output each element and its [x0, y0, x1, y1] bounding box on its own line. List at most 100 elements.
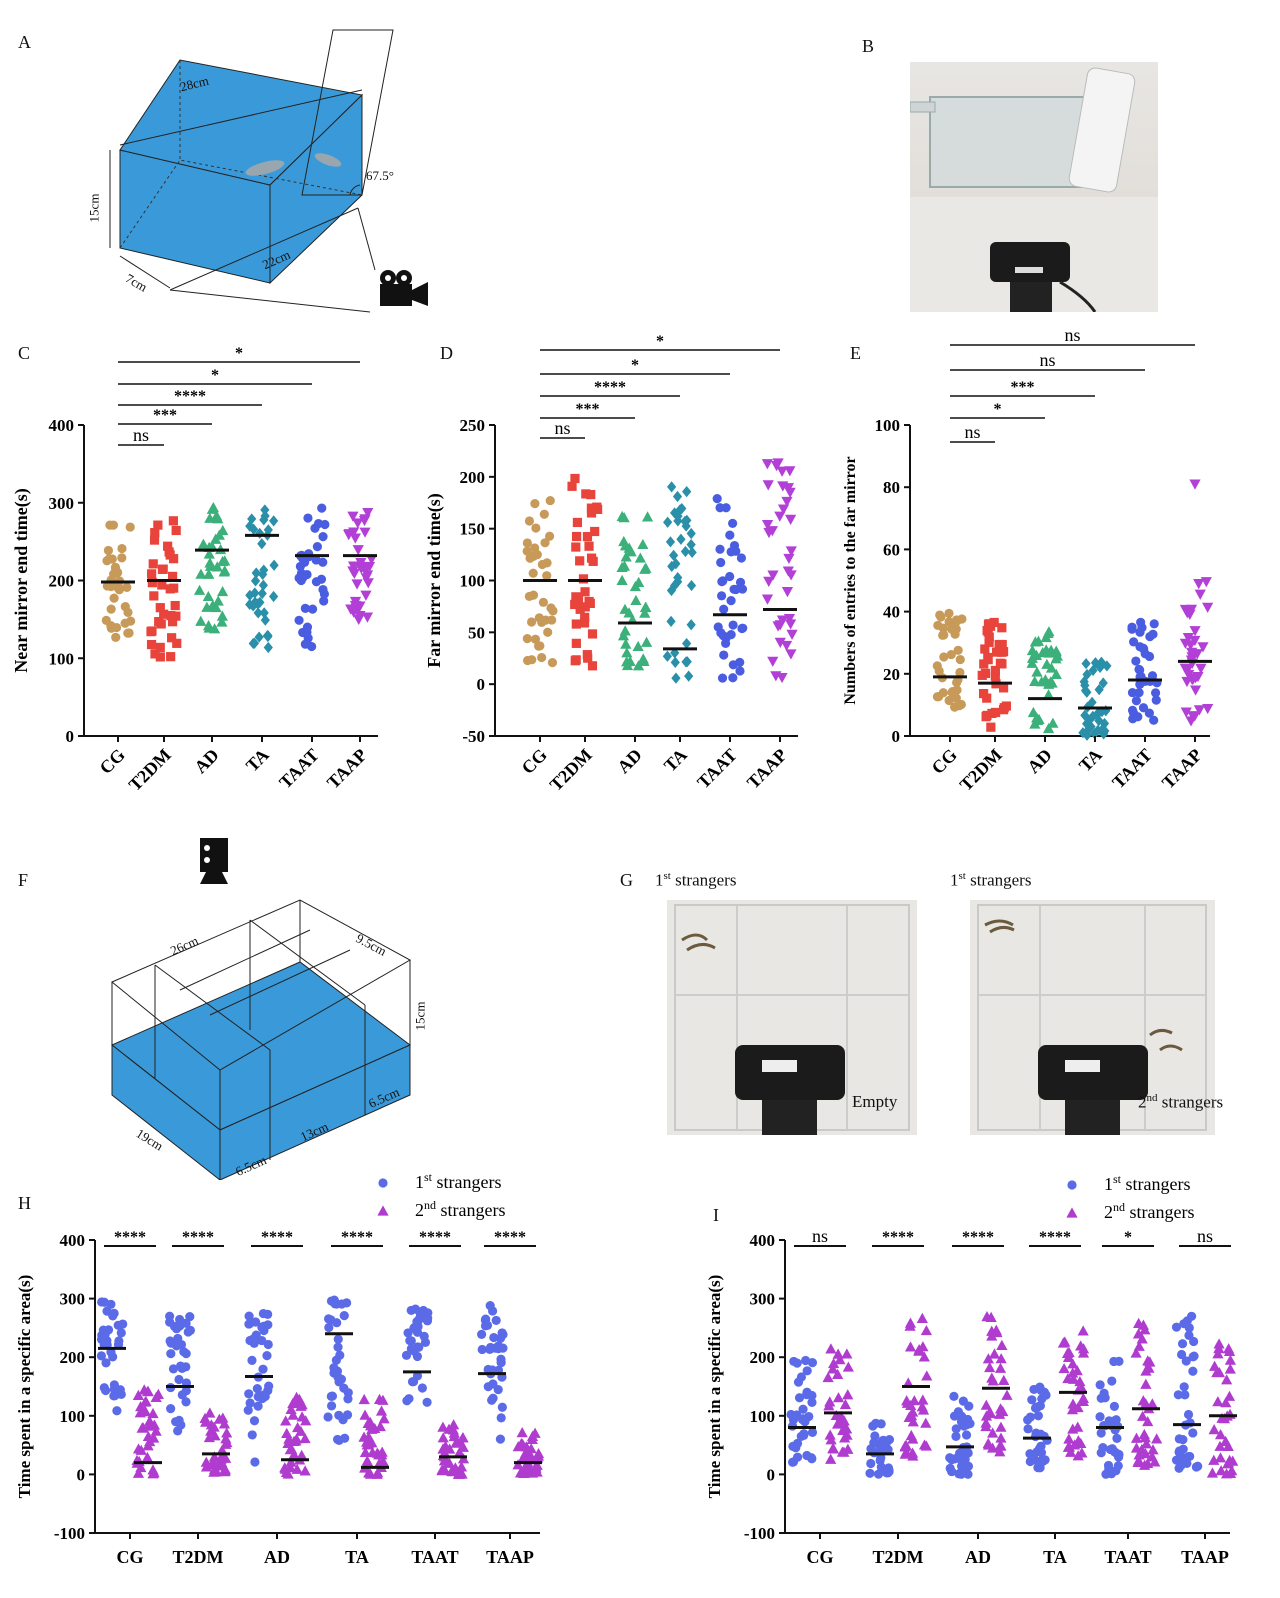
data-point-I-ad-s2	[985, 1311, 997, 1322]
data-point-E-taap	[1182, 633, 1194, 644]
x-tick-label-D: CG	[518, 745, 551, 778]
data-point-C-taap	[349, 533, 361, 544]
data-point-H-taap-s1	[477, 1329, 487, 1339]
data-point-I-ad-s2	[995, 1353, 1007, 1364]
data-point-D-t2dm	[575, 604, 585, 614]
data-point-H-t2dm-s1	[175, 1361, 186, 1371]
y-tick-label-D: 200	[460, 468, 486, 487]
data-point-H-ta-s2	[362, 1438, 375, 1449]
data-point-D-ta	[665, 536, 676, 548]
data-point-I-t2dm-s1	[875, 1442, 885, 1452]
data-point-I-taap-s2	[1224, 1363, 1236, 1374]
data-point-H-taap-s1	[491, 1315, 501, 1326]
data-point-D-t2dm	[592, 502, 602, 512]
data-point-I-cg-s1	[788, 1415, 799, 1425]
data-point-C-ta	[269, 515, 279, 527]
data-point-H-ta-s1	[326, 1401, 337, 1411]
data-point-D-ad	[616, 561, 628, 572]
data-point-D-taat	[721, 503, 731, 513]
data-point-H-taat-s2	[443, 1457, 456, 1468]
data-point-D-ta	[686, 527, 696, 540]
data-point-C-taap	[361, 570, 374, 581]
data-point-D-taat	[719, 604, 729, 614]
data-point-D-ad	[621, 647, 633, 658]
data-point-I-ta-s2	[1072, 1421, 1084, 1432]
data-point-D-taat	[725, 530, 735, 540]
data-point-I-t2dm-s2	[920, 1440, 932, 1451]
data-point-I-taat-s2	[1143, 1362, 1155, 1373]
data-point-C-t2dm	[164, 547, 174, 557]
data-point-I-taat-s2	[1136, 1410, 1149, 1421]
data-point-I-t2dm-s2	[916, 1312, 928, 1323]
data-point-H-ad-s1	[247, 1430, 257, 1440]
data-point-C-cg	[117, 553, 127, 563]
data-point-D-taap	[770, 671, 782, 682]
x-tick-label-I: T2DM	[873, 1547, 924, 1567]
y-tick-label-D: 50	[468, 623, 485, 642]
data-point-I-cg-s2	[825, 1343, 837, 1354]
y-tick-label-H: 300	[60, 1290, 86, 1309]
data-point-I-ta-s2	[1062, 1372, 1074, 1384]
legend-text-I-1: 1st strangers	[1104, 1172, 1191, 1194]
data-point-D-taat	[731, 546, 741, 556]
x-tick-label-D: AD	[613, 745, 646, 778]
data-point-I-ad-s1	[951, 1424, 961, 1434]
data-point-D-t2dm	[580, 612, 590, 622]
data-point-C-ta	[260, 510, 270, 522]
data-point-I-ad-s2	[980, 1399, 992, 1410]
data-point-H-cg-s2	[147, 1464, 159, 1475]
data-point-C-taap	[351, 579, 363, 590]
data-point-D-taap	[766, 526, 779, 537]
data-point-H-taap-s1	[493, 1385, 503, 1395]
data-point-H-t2dm-s1	[176, 1339, 187, 1350]
data-point-C-ta	[249, 523, 259, 535]
data-point-E-ad	[1026, 652, 1039, 663]
data-point-C-t2dm	[149, 591, 159, 601]
data-point-E-taat	[1131, 696, 1142, 706]
data-point-C-ta	[262, 630, 273, 642]
data-point-I-ad-s2	[990, 1324, 1002, 1335]
data-point-H-taap-s2	[521, 1447, 533, 1458]
data-point-H-taat-s2	[437, 1443, 449, 1454]
x-tick-label-C: TA	[242, 745, 273, 776]
data-point-I-taat-s1	[1100, 1393, 1110, 1403]
data-point-I-cg-s2	[832, 1368, 844, 1379]
data-point-H-cg-s1	[98, 1325, 108, 1335]
data-point-C-ta	[250, 575, 261, 587]
data-point-E-ad	[1047, 717, 1059, 728]
data-point-E-t2dm	[983, 652, 993, 663]
y-tick-label-E: 40	[883, 603, 900, 622]
y-tick-label-E: 60	[883, 540, 900, 559]
signif-label-C: *	[235, 345, 243, 362]
data-point-H-t2dm-s2	[200, 1456, 212, 1467]
data-point-H-ta-s1	[326, 1296, 337, 1306]
data-point-D-ta	[682, 637, 692, 650]
data-point-I-ad-s2	[995, 1432, 1007, 1443]
y-tick-label-H: 0	[77, 1465, 86, 1484]
data-point-H-ad-s2	[287, 1397, 299, 1409]
data-point-H-cg-s1	[108, 1311, 118, 1321]
data-point-E-t2dm	[979, 659, 989, 669]
data-point-C-taap	[343, 529, 355, 540]
data-point-D-ad	[639, 563, 651, 574]
data-point-E-ad	[1031, 666, 1043, 677]
data-point-E-taat	[1131, 656, 1141, 666]
data-point-D-t2dm	[582, 532, 593, 542]
data-point-D-ta	[671, 672, 681, 684]
data-point-C-ad	[206, 503, 218, 514]
data-point-D-cg	[522, 633, 532, 644]
data-point-C-taap	[352, 545, 364, 556]
data-point-C-ad	[203, 568, 215, 579]
data-point-H-ta-s2	[378, 1413, 390, 1424]
data-point-D-t2dm	[586, 503, 597, 513]
data-point-H-cg-s2	[132, 1389, 144, 1400]
data-point-E-taat	[1135, 627, 1145, 637]
data-point-I-taap-s2	[1212, 1348, 1224, 1359]
data-point-E-cg	[953, 645, 963, 655]
data-point-D-taat	[728, 660, 738, 670]
data-point-D-ad	[641, 511, 654, 522]
data-point-I-cg-s2	[842, 1361, 854, 1372]
data-point-H-ta-s1	[333, 1342, 343, 1352]
video-camera-icon	[380, 270, 428, 306]
